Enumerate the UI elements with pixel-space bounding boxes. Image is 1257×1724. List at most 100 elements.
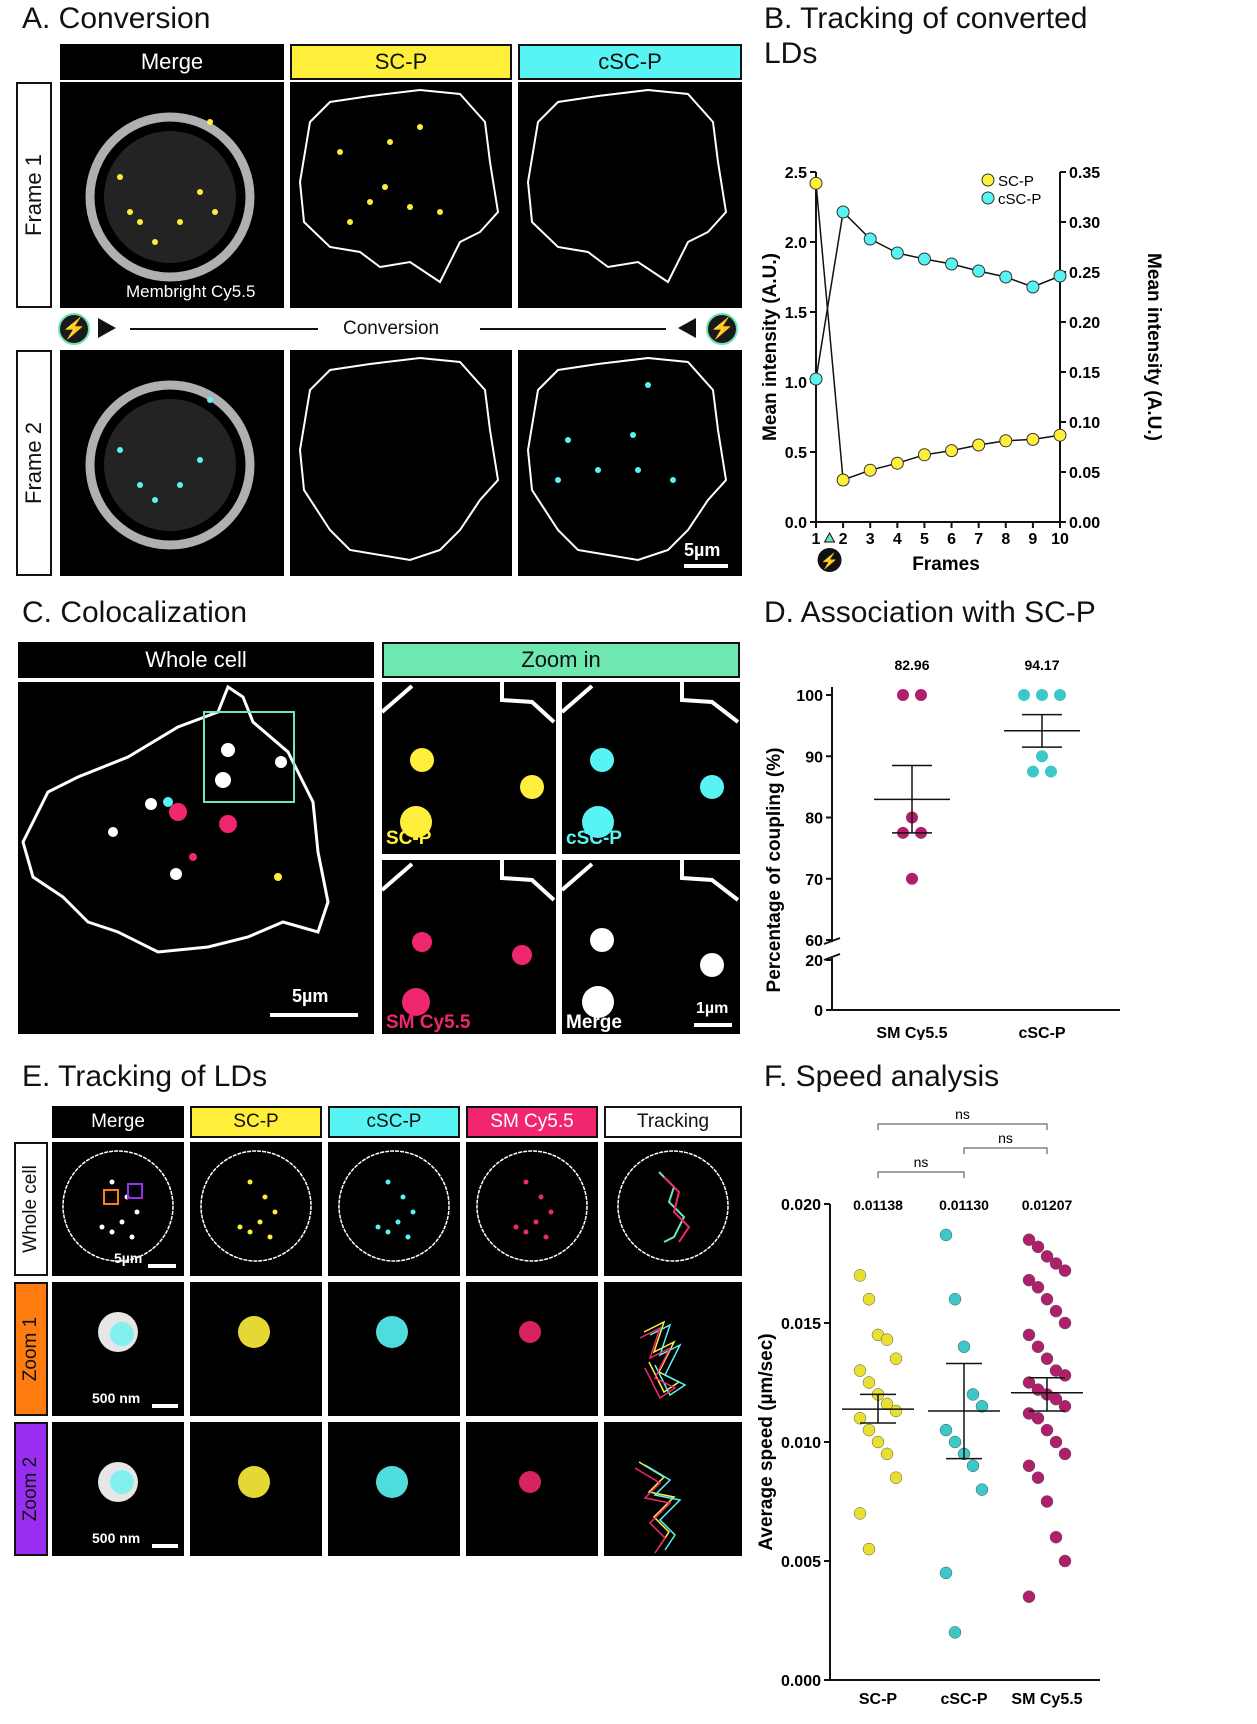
mean-value-label: 0.01130 bbox=[939, 1197, 989, 1213]
panel-c-title: C. Colocalization bbox=[22, 596, 248, 629]
lipid-droplet bbox=[247, 1179, 253, 1185]
membrane-label: Membright Cy5.5 bbox=[126, 282, 256, 301]
panel-e-row-whole-cell: Whole cell bbox=[14, 1142, 48, 1276]
significance-bracket bbox=[877, 1123, 1048, 1130]
series-line-cSC-P bbox=[815, 210, 1061, 380]
panel-c-zoom-smcy55-image: SM Cy5.5 bbox=[382, 860, 556, 1034]
lipid-droplet bbox=[129, 1234, 135, 1240]
data-point-SC-P bbox=[880, 1333, 894, 1346]
lightning-bolt-icon: ⚡ bbox=[58, 313, 90, 345]
data-point-SC-P bbox=[945, 444, 959, 458]
lipid-droplet bbox=[267, 1234, 273, 1240]
y-tick-label: 0.020 bbox=[781, 1197, 821, 1214]
data-point-SC-P bbox=[917, 448, 931, 462]
y-tick-label: 60 bbox=[805, 933, 823, 950]
lipid-droplet bbox=[405, 1234, 411, 1240]
panel-a-frame1-cscp-image bbox=[518, 82, 742, 308]
lightning-bolt-icon: ⚡ bbox=[706, 313, 738, 345]
panel-c-zoom-scp-image: SC-P bbox=[382, 682, 556, 854]
y-axis-label-left: Mean intensity (A.U.) bbox=[760, 253, 781, 441]
y-tick-label-left: 1.0 bbox=[785, 375, 807, 392]
y-tick-label: 100 bbox=[796, 688, 823, 705]
data-point-SC-P bbox=[890, 456, 904, 470]
scale-bar-label: 5µm bbox=[114, 1250, 143, 1266]
panel-a-title: A. Conversion bbox=[22, 2, 211, 35]
data-point-SM Cy5.5 bbox=[1040, 1495, 1054, 1508]
panel-c-header-zoom-in: Zoom in bbox=[382, 642, 740, 678]
y-tick-label-left: 0.5 bbox=[785, 445, 807, 462]
panel-e-zoom2-merge-image: 500 nm bbox=[52, 1422, 184, 1556]
lipid-droplet-overlay bbox=[110, 1470, 134, 1494]
lipid-droplet bbox=[134, 1209, 140, 1215]
data-point-SM Cy5.5 bbox=[1058, 1447, 1072, 1461]
y-tick-label: 0.010 bbox=[781, 1435, 821, 1452]
lipid-droplet bbox=[385, 1179, 391, 1185]
lightning-bolt-glyph: ⚡ bbox=[820, 552, 839, 570]
legend-label: cSC-P bbox=[998, 191, 1041, 208]
lightning-bolt-icon bbox=[817, 548, 842, 572]
data-point-cSC-P bbox=[957, 1340, 971, 1354]
y-tick-label-right: 0.15 bbox=[1069, 365, 1100, 382]
data-point-SC-P bbox=[863, 463, 877, 477]
conversion-line-left bbox=[130, 328, 318, 330]
data-point-SC-P bbox=[836, 473, 850, 487]
x-category-label: cSC-P bbox=[940, 1691, 987, 1708]
data-point-SM Cy5.5 bbox=[1022, 1376, 1036, 1389]
data-point-SC-P bbox=[853, 1507, 867, 1520]
data-point-SC-P bbox=[853, 1411, 867, 1425]
y-axis-label: Percentage of coupling (%) bbox=[764, 748, 785, 993]
y-tick-label-right: 0.05 bbox=[1069, 465, 1100, 482]
x-tick-label: 9 bbox=[1028, 531, 1037, 548]
data-point-SM Cy5.5 bbox=[1058, 1400, 1072, 1413]
data-point-cSC-P bbox=[948, 1292, 962, 1306]
mean-value-label: 0.01207 bbox=[1022, 1197, 1073, 1213]
x-category-label: SC-P bbox=[859, 1691, 898, 1708]
significance-bracket bbox=[963, 1147, 1048, 1154]
panel-e-zoom1-cscp-image bbox=[328, 1282, 460, 1416]
panel-e-row-zoom2: Zoom 2 bbox=[14, 1422, 48, 1556]
panel-a-frame1-merge-image: Membright Cy5.5 bbox=[60, 82, 284, 308]
series-line-SC-P bbox=[815, 183, 1061, 482]
lipid-droplet bbox=[99, 1224, 105, 1230]
data-point-cSC-P bbox=[975, 1483, 989, 1496]
lipid-droplet bbox=[262, 1194, 268, 1200]
lipid-droplet bbox=[237, 1224, 243, 1230]
data-point-SC-P bbox=[889, 1471, 903, 1484]
row-label: Frame 2 bbox=[21, 422, 47, 504]
x-tick-label: 5 bbox=[920, 531, 929, 548]
data-point-SC-P bbox=[889, 1404, 903, 1418]
lipid-droplet bbox=[523, 1229, 529, 1235]
lipid-droplet bbox=[109, 1179, 115, 1185]
panel-a-row-frame2: Frame 2 bbox=[16, 350, 52, 576]
data-point-cSC-P bbox=[948, 1626, 962, 1639]
data-point-SC-P bbox=[862, 1542, 876, 1556]
data-point-cSC-P bbox=[1054, 689, 1066, 701]
data-point-SC-P bbox=[871, 1435, 885, 1449]
scale-bar-label: 5µm bbox=[684, 540, 721, 560]
panel-b-title: B. Tracking of converted LDs bbox=[764, 2, 1088, 70]
data-point-SM Cy5.5 bbox=[1049, 1435, 1063, 1449]
lipid-droplet bbox=[109, 1229, 115, 1235]
lipid-droplet bbox=[543, 1234, 549, 1240]
data-point-cSC-P bbox=[972, 264, 986, 278]
scale-bar bbox=[152, 1404, 178, 1408]
row-label: Whole cell bbox=[20, 1165, 41, 1253]
track-path bbox=[634, 1467, 672, 1554]
lipid-droplet bbox=[395, 1219, 401, 1225]
data-point-cSC-P bbox=[809, 372, 823, 386]
lipid-droplet bbox=[376, 1466, 408, 1498]
x-tick-label: 7 bbox=[974, 531, 983, 548]
y-tick-label-right: 0.20 bbox=[1069, 315, 1100, 332]
panel-e-zoom1-smcy55-image bbox=[466, 1282, 598, 1416]
lipid-droplet bbox=[400, 1194, 406, 1200]
data-point-cSC-P bbox=[1045, 765, 1057, 778]
data-point-cSC-P bbox=[1036, 689, 1048, 701]
data-point-SM Cy5.5 bbox=[1058, 1554, 1072, 1568]
channel-label-cscp: cSC-P bbox=[566, 828, 622, 849]
data-point-cSC-P bbox=[1018, 689, 1030, 701]
data-point-SC-P bbox=[809, 176, 823, 190]
panel-a-row-frame1: Frame 1 bbox=[16, 82, 52, 308]
x-tick-label: 1 bbox=[812, 531, 821, 548]
lipid-droplet bbox=[410, 1209, 416, 1215]
data-point-cSC-P bbox=[975, 1400, 989, 1413]
